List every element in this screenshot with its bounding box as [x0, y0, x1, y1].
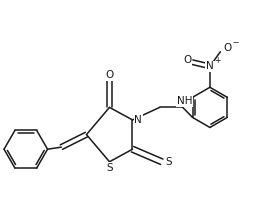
Text: N: N [206, 61, 214, 71]
Text: S: S [106, 163, 113, 173]
Text: S: S [165, 157, 172, 167]
Text: O: O [224, 43, 232, 53]
Text: −: − [232, 38, 238, 47]
Text: O: O [183, 55, 191, 65]
Text: N: N [134, 115, 142, 125]
Text: +: + [214, 56, 221, 65]
Text: O: O [105, 70, 114, 80]
Text: NH: NH [177, 96, 193, 106]
